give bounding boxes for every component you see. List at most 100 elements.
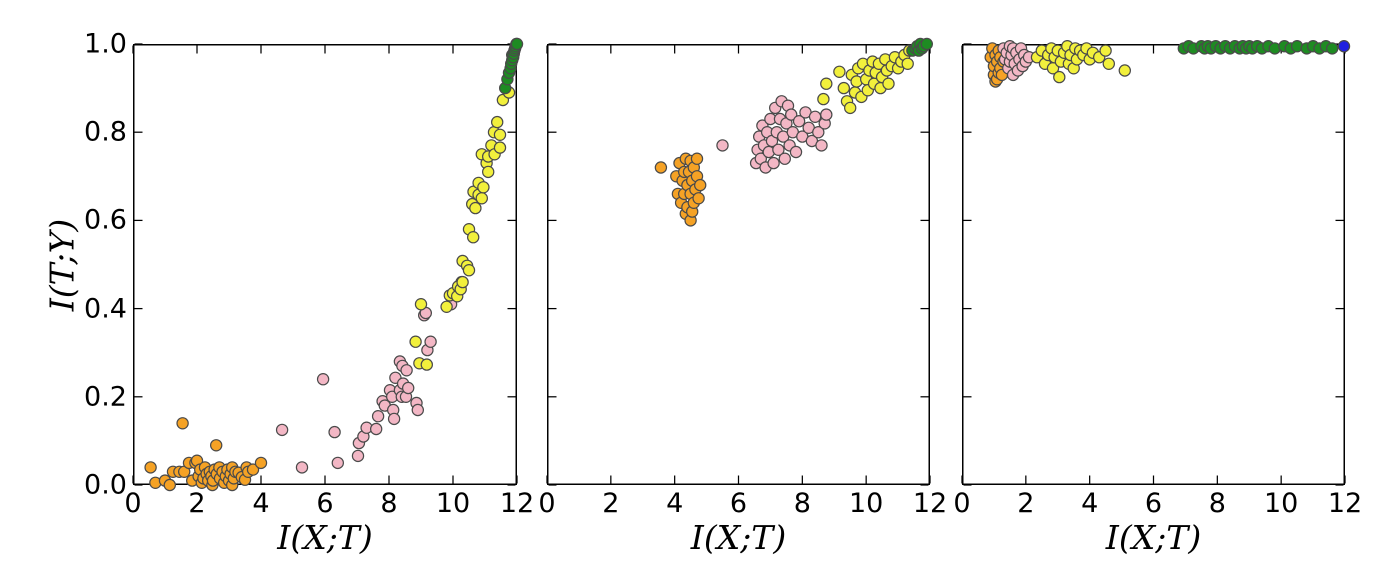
x-tick-label: 8 bbox=[1208, 488, 1226, 519]
x-tick-label: 6 bbox=[316, 488, 334, 519]
x-axis-title: I(X;T) bbox=[1105, 518, 1202, 557]
data-point-yellow bbox=[482, 165, 495, 179]
x-tick-label: 10 bbox=[435, 488, 471, 519]
data-point-yellow bbox=[1099, 44, 1112, 57]
data-point-pink bbox=[784, 108, 798, 121]
x-tick-label: 2 bbox=[1017, 488, 1035, 519]
plot-frame bbox=[547, 44, 930, 485]
data-point-green bbox=[1326, 42, 1339, 55]
data-point-yellow bbox=[469, 201, 482, 215]
data-point-yellow bbox=[493, 128, 507, 142]
data-point-yellow bbox=[1053, 70, 1066, 84]
x-tick-label: 10 bbox=[1263, 488, 1299, 519]
x-tick-label: 10 bbox=[848, 488, 884, 519]
scatter-panel-2 bbox=[546, 37, 933, 486]
data-point-orange bbox=[254, 456, 268, 470]
data-point-orange bbox=[654, 161, 668, 174]
scatter-panel-3 bbox=[961, 40, 1351, 486]
data-point-orange bbox=[176, 417, 189, 430]
data-point-orange bbox=[693, 178, 707, 192]
data-point-pink bbox=[402, 381, 415, 395]
data-point-green bbox=[510, 37, 524, 51]
data-point-pink bbox=[815, 139, 828, 152]
data-point-pink bbox=[331, 456, 344, 470]
data-point-yellow bbox=[844, 101, 857, 115]
data-point-pink bbox=[400, 364, 413, 377]
data-point-pink bbox=[295, 461, 309, 474]
data-point-pink bbox=[387, 412, 401, 426]
data-point-blue bbox=[1337, 40, 1351, 53]
data-point-pink bbox=[328, 425, 341, 439]
data-point-pink bbox=[772, 143, 785, 157]
x-tick-label: 0 bbox=[124, 488, 142, 519]
data-point-yellow bbox=[820, 77, 833, 90]
data-point-yellow bbox=[882, 77, 895, 90]
data-point-yellow bbox=[409, 335, 422, 348]
y-tick-label: 0.4 bbox=[84, 293, 127, 325]
data-point-pink bbox=[369, 422, 383, 436]
y-tick-label: 0.8 bbox=[84, 116, 127, 148]
x-tick-label: 12 bbox=[912, 488, 948, 519]
data-point-pink bbox=[820, 108, 833, 121]
x-tick-label: 4 bbox=[666, 488, 684, 519]
data-point-pink bbox=[808, 110, 822, 124]
x-tick-label: 6 bbox=[729, 488, 748, 519]
data-point-pink bbox=[275, 423, 289, 437]
data-point-green bbox=[920, 37, 933, 51]
y-tick-label: 0.6 bbox=[84, 204, 127, 236]
data-point-orange bbox=[690, 152, 704, 165]
data-point-yellow bbox=[837, 81, 850, 95]
x-tick-label: 0 bbox=[538, 488, 556, 519]
data-point-yellow bbox=[493, 141, 507, 154]
data-point-pink bbox=[812, 125, 825, 139]
data-point-pink bbox=[351, 449, 365, 463]
data-point-yellow bbox=[456, 275, 469, 289]
data-point-yellow bbox=[491, 115, 504, 129]
x-tick-label: 4 bbox=[1081, 488, 1099, 519]
x-tick-label: 12 bbox=[1327, 488, 1363, 519]
data-point-pink bbox=[767, 156, 780, 170]
y-tick-label: 0.2 bbox=[84, 381, 127, 413]
scatter-panel-1 bbox=[132, 37, 524, 492]
data-point-yellow bbox=[833, 65, 846, 78]
data-point-pink bbox=[316, 373, 330, 386]
data-point-orange bbox=[692, 192, 705, 205]
data-point-pink bbox=[424, 335, 437, 348]
plot-frame bbox=[133, 44, 517, 485]
data-point-yellow bbox=[477, 181, 490, 194]
data-point-yellow bbox=[462, 263, 476, 277]
data-point-pink bbox=[716, 139, 729, 152]
y-axis-title: I(T;Y) bbox=[42, 218, 82, 312]
data-point-yellow bbox=[1102, 57, 1115, 70]
y-tick-label: 0.0 bbox=[84, 469, 127, 501]
y-tick-label: 1.0 bbox=[84, 28, 127, 60]
x-tick-label: 2 bbox=[602, 488, 620, 519]
data-point-pink bbox=[789, 145, 803, 159]
x-tick-label: 4 bbox=[252, 488, 270, 519]
x-tick-label: 2 bbox=[188, 488, 206, 519]
x-tick-label: 8 bbox=[380, 488, 398, 519]
data-point-pink bbox=[411, 403, 424, 417]
data-point-orange bbox=[163, 478, 176, 492]
data-point-pink bbox=[371, 410, 385, 423]
data-point-pink bbox=[778, 152, 791, 165]
x-tick-label: 0 bbox=[953, 488, 971, 519]
data-point-yellow bbox=[475, 192, 488, 205]
data-point-pink bbox=[792, 114, 806, 128]
data-point-yellow bbox=[440, 300, 453, 313]
plot-frame bbox=[962, 44, 1345, 485]
data-point-yellow bbox=[901, 57, 914, 70]
data-point-orange bbox=[144, 461, 157, 474]
data-point-yellow bbox=[420, 358, 433, 371]
x-tick-label: 8 bbox=[793, 488, 811, 519]
data-point-yellow bbox=[467, 230, 480, 244]
data-point-orange bbox=[209, 439, 223, 452]
data-point-orange bbox=[246, 463, 260, 476]
data-point-yellow bbox=[1118, 64, 1131, 77]
x-tick-label: 12 bbox=[499, 488, 535, 519]
data-point-yellow bbox=[414, 298, 428, 311]
x-axis-title: I(X;T) bbox=[277, 518, 373, 557]
data-point-yellow bbox=[817, 92, 830, 106]
x-axis-title: I(X;T) bbox=[690, 518, 787, 557]
